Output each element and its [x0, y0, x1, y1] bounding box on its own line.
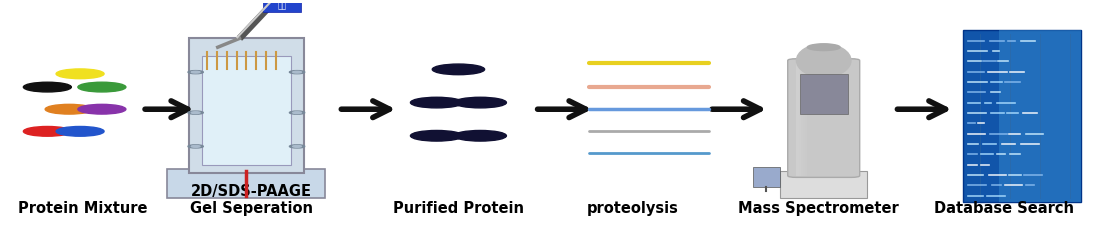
FancyBboxPatch shape [801, 61, 803, 176]
Ellipse shape [796, 45, 851, 78]
Circle shape [410, 98, 463, 108]
Circle shape [410, 131, 463, 142]
FancyBboxPatch shape [788, 59, 860, 178]
FancyBboxPatch shape [202, 57, 291, 165]
Circle shape [188, 145, 203, 148]
FancyBboxPatch shape [263, 0, 302, 13]
FancyBboxPatch shape [753, 167, 780, 187]
Circle shape [56, 127, 104, 137]
Text: proteolysis: proteolysis [587, 200, 679, 216]
FancyBboxPatch shape [168, 169, 326, 198]
Circle shape [56, 70, 104, 79]
Circle shape [293, 146, 302, 148]
FancyBboxPatch shape [998, 30, 1081, 202]
Text: Purified Protein: Purified Protein [393, 200, 524, 216]
Circle shape [45, 105, 93, 115]
Circle shape [191, 146, 200, 148]
Text: Database Search: Database Search [934, 200, 1074, 216]
FancyBboxPatch shape [799, 61, 801, 176]
Text: Mass Spectrometer: Mass Spectrometer [738, 200, 898, 216]
FancyBboxPatch shape [963, 30, 1081, 202]
Circle shape [78, 83, 126, 92]
Circle shape [807, 45, 840, 51]
Circle shape [293, 112, 302, 114]
Circle shape [290, 145, 305, 148]
Text: 加样: 加样 [278, 1, 286, 10]
FancyBboxPatch shape [796, 61, 799, 176]
FancyBboxPatch shape [780, 171, 868, 198]
FancyBboxPatch shape [805, 61, 807, 176]
Circle shape [188, 112, 203, 115]
Circle shape [191, 112, 200, 114]
Text: 2D/SDS-PAAGE
Gel Seperation: 2D/SDS-PAAGE Gel Seperation [190, 183, 313, 216]
Circle shape [454, 98, 507, 108]
Circle shape [78, 105, 126, 115]
Circle shape [290, 112, 305, 115]
Circle shape [290, 71, 305, 74]
FancyBboxPatch shape [189, 39, 304, 174]
Text: Protein Mixture: Protein Mixture [18, 200, 147, 216]
Circle shape [454, 131, 507, 142]
Circle shape [191, 72, 200, 74]
Circle shape [23, 83, 71, 92]
Circle shape [432, 65, 485, 75]
Circle shape [293, 72, 302, 74]
FancyBboxPatch shape [800, 74, 848, 114]
FancyBboxPatch shape [803, 61, 805, 176]
Circle shape [188, 71, 203, 74]
Circle shape [23, 127, 71, 137]
